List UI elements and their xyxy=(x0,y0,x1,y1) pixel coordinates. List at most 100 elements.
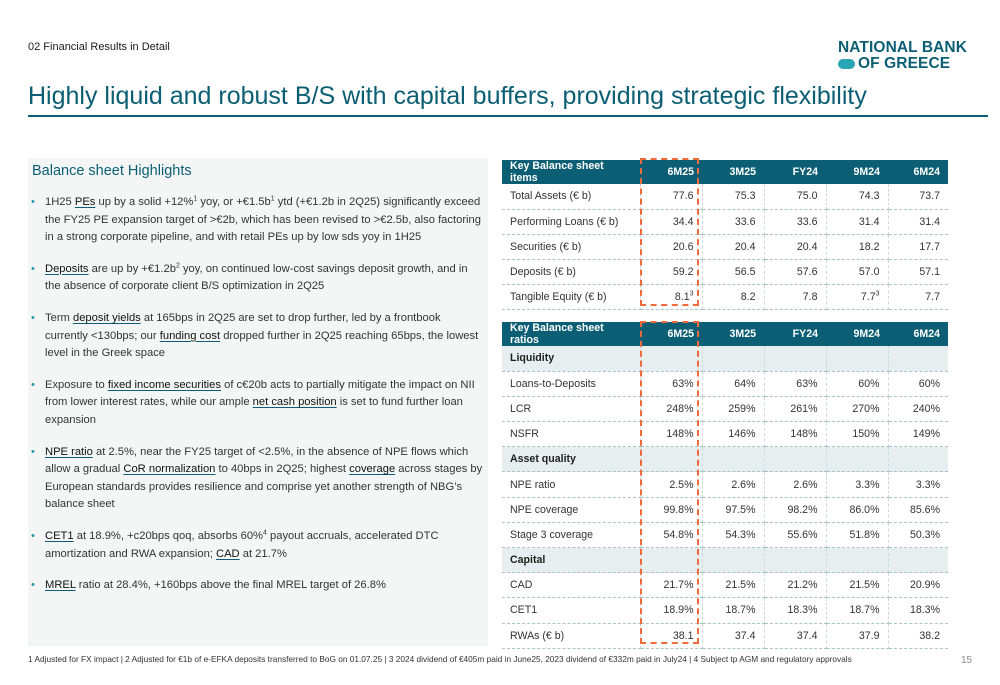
table-cell: 150% xyxy=(826,421,889,448)
highlight-text: up by a solid +12% xyxy=(95,196,194,208)
logo-line-2-wrap: OF GREECE xyxy=(838,56,978,72)
table-cell: 54.3% xyxy=(702,522,765,549)
column-header: 6M24 xyxy=(888,160,948,184)
group-filler-cell xyxy=(702,446,765,473)
table-cell: 64% xyxy=(702,371,765,397)
highlight-bullet: MREL ratio at 28.4%, +160bps above the f… xyxy=(28,577,484,595)
table-cell: 21.7% xyxy=(640,572,703,599)
table-cell: 97.5% xyxy=(702,497,765,523)
cell-value: 7.8 xyxy=(802,291,818,304)
highlight-keyword: CET1 xyxy=(45,529,74,542)
table-cell: 63% xyxy=(640,371,703,397)
table-cell: 2.6% xyxy=(764,471,827,498)
table-row: Stage 3 coverage 54.8% 54.3% 55.6% 51.8% 50.3… xyxy=(502,522,948,549)
row-label: Deposits (€ b) xyxy=(502,259,641,286)
table-row: CAD 21.7% 21.5% 21.2% 21.5% 20.9% xyxy=(502,572,948,599)
cell-value: 34.4 xyxy=(672,215,694,228)
cell-value: 56.5 xyxy=(734,266,756,279)
table-cell: 18.9% xyxy=(640,597,703,624)
table-row: NPE coverage 99.8% 97.5% 98.2% 86.0% 85.6% xyxy=(502,497,948,523)
group-filler-cell xyxy=(888,346,948,372)
table-row: Performing Loans (€ b) 34.4 33.6 33.6 31.4 31… xyxy=(502,209,948,235)
table-cell: 21.5% xyxy=(826,572,889,599)
logo-line-1: NATIONAL BANK xyxy=(838,39,968,56)
highlight-bullet: Exposure to fixed income securities of c… xyxy=(28,377,484,430)
table-cell: 77.6 xyxy=(640,184,703,210)
row-label: Performing Loans (€ b) xyxy=(502,209,641,235)
group-filler-cell xyxy=(888,446,948,473)
row-label: Tangible Equity (€ b) xyxy=(502,284,641,311)
table-row: Total Assets (€ b) 77.6 75.3 75.0 74.3 73.7 xyxy=(502,184,948,210)
table-cell: 18.3% xyxy=(888,597,948,624)
table-row: RWAs (€ b) 38.1 37.4 37.4 37.9 38.2 xyxy=(502,623,948,649)
table-cell: 31.4 xyxy=(888,209,948,235)
highlight-keyword: coverage xyxy=(349,463,396,476)
table-cell: 37.4 xyxy=(764,623,827,649)
row-label: NPE ratio xyxy=(502,471,641,498)
cell-value: 20.4 xyxy=(734,240,756,253)
row-label: NPE coverage xyxy=(502,497,641,523)
cell-value: 57.6 xyxy=(796,266,818,279)
table-cell: 75.3 xyxy=(702,184,765,210)
group-filler-cell xyxy=(640,446,703,473)
footnote-ref: 3 xyxy=(875,290,880,298)
table-cell: 259% xyxy=(702,396,765,423)
highlight-keyword: NPE ratio xyxy=(45,445,93,458)
nbg-logo: NATIONAL BANK OF GREECE xyxy=(838,40,978,72)
table-cell: 18.2 xyxy=(826,234,889,261)
highlight-keyword: deposit yields xyxy=(72,311,141,324)
table-cell: 57.6 xyxy=(764,259,827,286)
group-filler-cell xyxy=(888,547,948,574)
logo-line-2: OF GREECE xyxy=(858,55,951,72)
highlight-text: are up by +€1.2b xyxy=(88,262,176,275)
group-row: Capital xyxy=(502,547,948,574)
column-header: 3M25 xyxy=(702,322,764,346)
cell-value: 8.1 xyxy=(674,291,690,304)
table-cell: 146% xyxy=(702,421,765,448)
cell-value: 73.7 xyxy=(919,190,940,203)
row-label: Securities (€ b) xyxy=(502,234,641,261)
column-header: FY24 xyxy=(764,322,826,346)
highlight-text: payout accruals, accelerated DTC amortiz… xyxy=(45,529,439,560)
highlight-text: at 21.7% xyxy=(239,547,287,560)
table-cell: 261% xyxy=(764,396,827,423)
table-cell: 18.7% xyxy=(826,597,889,624)
table-cell: 54.8% xyxy=(640,522,703,549)
table-cell: 60% xyxy=(888,371,948,397)
table-cell: 21.5% xyxy=(702,572,765,599)
footnote-ref: 1 xyxy=(270,195,275,203)
cell-value: 33.6 xyxy=(734,215,756,228)
row-label: CAD xyxy=(502,572,641,599)
highlights-panel: Balance sheet Highlights 1H25 PEs up by … xyxy=(28,158,488,646)
table-row: NPE ratio 2.5% 2.6% 2.6% 3.3% 3.3% xyxy=(502,471,948,498)
items-table-title: Key Balance sheet items xyxy=(502,160,640,184)
cell-value: 59.2 xyxy=(672,266,694,279)
cell-value: 33.6 xyxy=(796,215,818,228)
highlight-text: of c€20b acts to partially mitigate the … xyxy=(45,378,475,409)
highlight-text: ytd (+€1.2b in 2Q25) significantly excee… xyxy=(45,196,481,244)
table-cell: 21.2% xyxy=(764,572,827,599)
footnote: 1 Adjusted for FX impact | 2 Adjusted fo… xyxy=(28,654,852,664)
highlight-keyword: fixed income securities xyxy=(107,378,221,391)
cell-value: 57.0 xyxy=(858,266,880,279)
group-row: Liquidity xyxy=(502,346,948,372)
cell-value: 20.6 xyxy=(672,240,694,253)
table-cell: 99.8% xyxy=(640,497,703,523)
table-cell: 59.2 xyxy=(640,259,703,286)
highlight-bullet: 1H25 PEs up by a solid +12%1 yoy, or +€1… xyxy=(28,194,484,247)
cell-value: 75.3 xyxy=(734,190,756,203)
highlight-text: yoy, on continued low-cost savings depos… xyxy=(45,262,468,293)
table-cell: 20.9% xyxy=(888,572,948,599)
column-header: 3M25 xyxy=(702,160,764,184)
table-cell: 2.6% xyxy=(702,471,765,498)
highlight-keyword: CoR normalization xyxy=(123,463,216,476)
balance-sheet-items-table: Key Balance sheet items 6M25 3M25 FY24 9M24 6… xyxy=(502,160,948,311)
highlight-keyword: net cash position xyxy=(252,396,337,409)
table-cell: 3.3% xyxy=(888,471,948,498)
highlight-text: Exposure to xyxy=(45,378,108,391)
row-label: LCR xyxy=(502,396,641,423)
footnote-ref: 2 xyxy=(175,262,180,270)
logo-badge-icon xyxy=(838,59,855,69)
footnote-ref: 3 xyxy=(689,290,694,298)
row-label: CET1 xyxy=(502,597,641,624)
